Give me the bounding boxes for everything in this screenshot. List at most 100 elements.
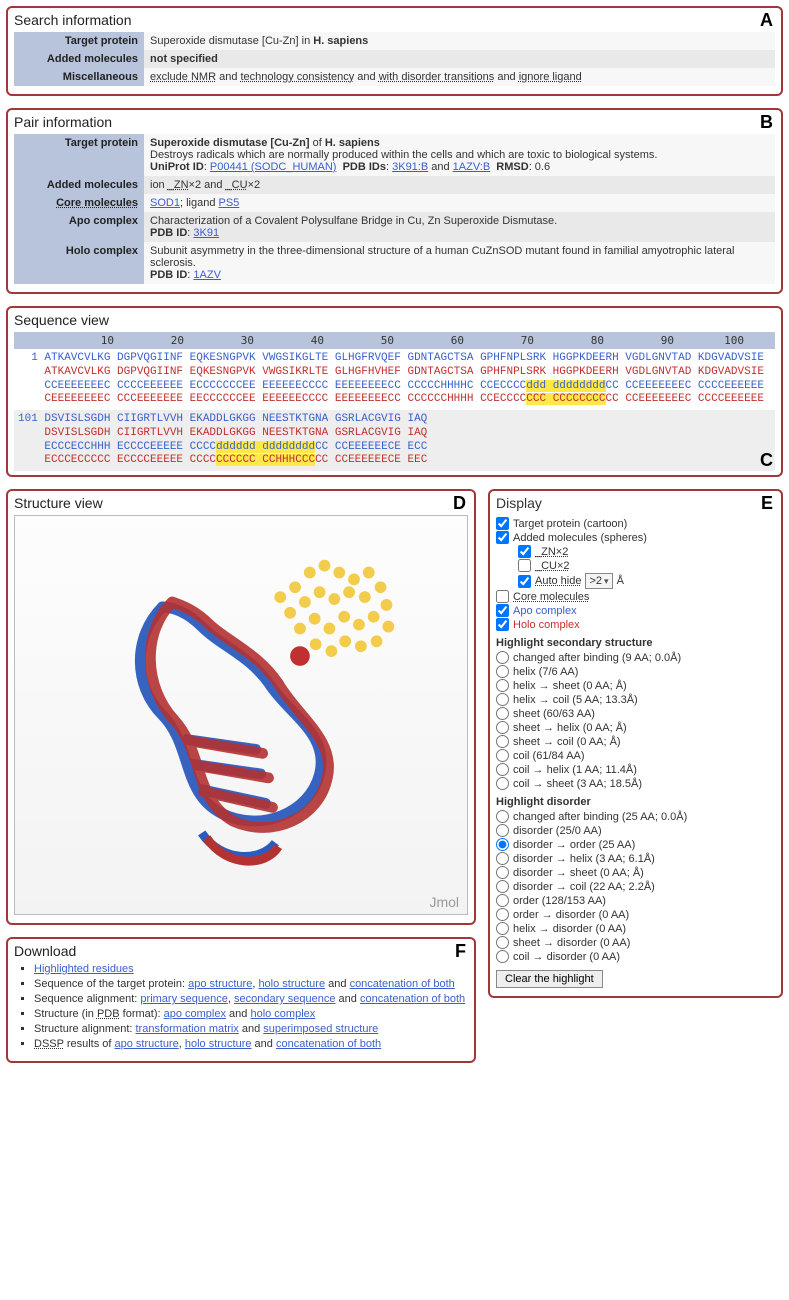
kv-value: Subunit asymmetry in the three-dimension… [144,242,775,284]
kv-value: ion _ZN×2 and _CU×2 [144,176,775,194]
display-checkbox[interactable] [496,517,509,530]
highlight-radio[interactable] [496,894,509,907]
highlight-ss-heading: Highlight secondary structure [496,637,775,649]
pair-table: Target proteinSuperoxide dismutase [Cu-Z… [14,134,775,284]
display-label: Auto hide [535,575,581,587]
highlight-option: disorder → coil (22 AA; 2.2Å) [496,880,775,893]
highlight-radio[interactable] [496,880,509,893]
download-link[interactable]: apo structure [115,1038,179,1050]
display-label: Apo complex [513,605,577,617]
download-link[interactable]: concatenation of both [350,978,455,990]
highlight-label: disorder → helix (3 AA; 6.1Å) [513,853,655,865]
download-link[interactable]: holo complex [250,1008,315,1020]
highlight-option: order → disorder (0 AA) [496,908,775,921]
highlight-radio[interactable] [496,735,509,748]
highlight-radio[interactable] [496,721,509,734]
display-label: _ZN×2 [535,546,568,558]
download-item: Structure (in PDB format): apo complex a… [34,1008,468,1020]
display-option: Auto hide >2▾ Å [518,573,775,589]
display-checkbox[interactable] [518,575,531,588]
highlight-label: coil → disorder (0 AA) [513,951,620,963]
display-checkbox[interactable] [496,590,509,603]
kv-key: Target protein [14,134,144,176]
display-option: _ZN×2 [518,545,775,558]
highlight-radio[interactable] [496,777,509,790]
highlight-label: coil → sheet (3 AA; 18.5Å) [513,778,642,790]
highlight-radio[interactable] [496,922,509,935]
highlight-radio[interactable] [496,749,509,762]
ruler-tick: 70 [464,334,534,347]
protein-structure-svg [15,516,467,914]
highlight-option: helix → disorder (0 AA) [496,922,775,935]
highlight-option: coil (61/84 AA) [496,749,775,762]
download-link[interactable]: concatenation of both [276,1038,381,1050]
highlight-label: coil → helix (1 AA; 11.4Å) [513,764,637,776]
highlight-radio[interactable] [496,665,509,678]
display-checkbox[interactable] [496,618,509,631]
highlight-radio[interactable] [496,679,509,692]
highlight-radio[interactable] [496,908,509,921]
highlight-radio[interactable] [496,852,509,865]
highlight-radio[interactable] [496,651,509,664]
clear-highlight-button[interactable]: Clear the highlight [496,970,603,988]
download-link[interactable]: holo structure [185,1038,252,1050]
ruler-tick: 10 [44,334,114,347]
highlight-radio[interactable] [496,950,509,963]
highlight-radio[interactable] [496,936,509,949]
download-link[interactable]: primary sequence [140,993,227,1005]
structure-view-panel: D Structure view [6,489,476,925]
highlight-option: coil → sheet (3 AA; 18.5Å) [496,777,775,790]
download-link[interactable]: apo complex [164,1008,226,1020]
auto-hide-select[interactable]: >2▾ [585,573,612,589]
download-link[interactable]: concatenation of both [360,993,465,1005]
highlight-label: disorder → order (25 AA) [513,839,635,851]
structure-canvas[interactable]: Jmol [14,515,468,915]
sequence-row: 101 DSVISLSGDH CIIGRTLVVH EKADDLGKGG NEE… [14,410,775,471]
highlight-label: helix → disorder (0 AA) [513,923,626,935]
ruler-tick: 20 [114,334,184,347]
download-link[interactable]: apo structure [188,978,252,990]
search-table: Target proteinSuperoxide dismutase [Cu-Z… [14,32,775,86]
kv-key: Core molecules [14,194,144,212]
highlight-label: sheet → coil (0 AA; Å) [513,736,621,748]
highlight-option: sheet → helix (0 AA; Å) [496,721,775,734]
panel-title: Display [496,495,775,511]
highlight-label: sheet (60/63 AA) [513,708,595,720]
highlight-label: changed after binding (9 AA; 0.0Å) [513,652,681,664]
highlight-radio[interactable] [496,693,509,706]
kv-value: Superoxide dismutase [Cu-Zn] in H. sapie… [144,32,775,50]
highlight-radio[interactable] [496,763,509,776]
download-link[interactable]: secondary sequence [234,993,336,1005]
highlight-radio[interactable] [496,866,509,879]
download-item: DSSP results of apo structure, holo stru… [34,1038,468,1050]
display-checkbox[interactable] [518,545,531,558]
panel-title: Pair information [14,114,775,130]
display-checkbox[interactable] [518,559,531,572]
ruler-tick: 30 [184,334,254,347]
download-link[interactable]: holo structure [258,978,325,990]
sequence-ruler: 102030405060708090100 [14,332,775,349]
highlight-option: disorder (25/0 AA) [496,824,775,837]
highlight-radio[interactable] [496,810,509,823]
sequence-row: 1 ATKAVCVLKG DGPVQGIINF EQKESNGPVK VWGSI… [14,349,775,410]
download-list: Highlighted residuesSequence of the targ… [14,963,468,1050]
panel-title: Download [14,943,468,959]
highlight-label: disorder (25/0 AA) [513,825,602,837]
unit-label: Å [617,575,624,587]
highlight-radio[interactable] [496,824,509,837]
highlight-radio[interactable] [496,838,509,851]
download-item: Highlighted residues [34,963,468,975]
display-checkbox[interactable] [496,604,509,617]
panel-letter-f: F [455,941,466,962]
panel-title: Sequence view [14,312,775,328]
display-label: Holo complex [513,619,580,631]
display-label: _CU×2 [535,560,570,572]
kv-key: Added molecules [14,176,144,194]
download-link[interactable]: transformation matrix [136,1023,239,1035]
display-option: Added molecules (spheres) [496,531,775,544]
display-checkbox[interactable] [496,531,509,544]
download-link[interactable]: Highlighted residues [34,963,134,975]
download-link[interactable]: superimposed structure [263,1023,378,1035]
highlight-option: helix → sheet (0 AA; Å) [496,679,775,692]
highlight-radio[interactable] [496,707,509,720]
